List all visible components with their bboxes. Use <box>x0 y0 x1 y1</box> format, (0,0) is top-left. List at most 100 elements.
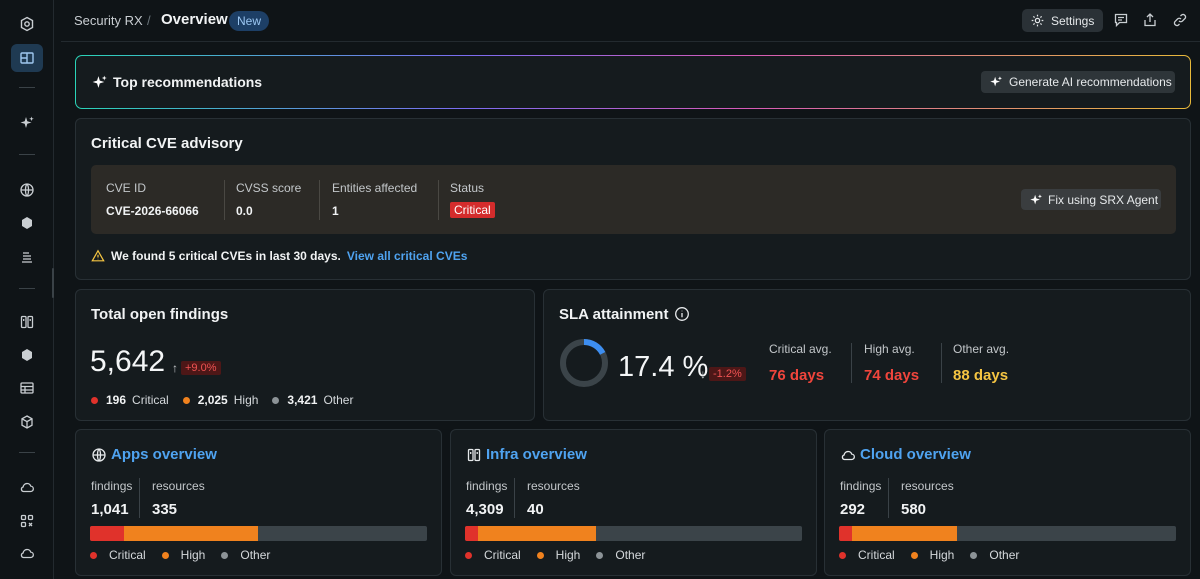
cvss-label: CVSS score <box>236 181 302 195</box>
cloud-severity-bar <box>839 526 1176 541</box>
other-label: Other <box>323 393 354 407</box>
sla-title: SLA attainment <box>559 306 669 323</box>
infra-resources-value: 40 <box>527 501 544 518</box>
view-critical-cves-link[interactable]: View all critical CVEs <box>346 249 468 263</box>
table-icon[interactable] <box>11 374 43 402</box>
share-icon[interactable] <box>1142 12 1160 30</box>
apps-legend: Critical High Other <box>90 548 286 562</box>
cloud-findings-value: 292 <box>840 501 866 518</box>
sla-attainment-card: SLA attainment 17.4 % ↓ -1.2% Critical a… <box>543 289 1191 421</box>
warning-icon <box>91 249 105 262</box>
apps-severity-bar <box>90 526 427 541</box>
high-segment <box>852 526 957 541</box>
entities-value: 1 <box>332 204 339 218</box>
apps-overview-label: Apps overview <box>111 446 217 463</box>
resources-label: resources <box>901 479 954 493</box>
top-recommendations-card: Top recommendations Generate AI recommen… <box>75 55 1191 109</box>
box-icon[interactable] <box>11 408 43 436</box>
cve-warning: We found 5 critical CVEs in last 30 days… <box>91 249 467 263</box>
cloud-resources-value: 580 <box>901 501 927 518</box>
warning-message: We found 5 critical CVEs in last 30 days… <box>111 249 341 263</box>
critical-segment <box>90 526 124 541</box>
fix-label: Fix using SRX Agent <box>1048 192 1159 207</box>
sla-donut <box>560 339 608 387</box>
findings-title: Total open findings <box>91 306 229 323</box>
server-icon <box>467 448 481 461</box>
breadcrumb-app[interactable]: Security RX <box>74 13 143 28</box>
rail-scrollbar[interactable] <box>52 268 54 298</box>
high-avg-label: High avg. <box>864 342 915 356</box>
breadcrumb-separator: / <box>147 13 151 28</box>
page-title: Overview <box>161 11 228 28</box>
legend-critical-label: Critical <box>858 548 895 562</box>
cloud-legend: Critical High Other <box>839 548 1035 562</box>
cvss-value: 0.0 <box>236 204 253 218</box>
legend-critical: Critical <box>839 548 895 562</box>
critical-label: Critical <box>132 393 169 407</box>
apps-overview-card: Apps overview findings 1,041 resources 335… <box>75 429 442 576</box>
legend-other: Other <box>596 548 645 562</box>
other-count: 3,421 <box>287 393 318 407</box>
dashboard-icon[interactable] <box>11 44 43 72</box>
server-icon[interactable] <box>11 308 43 336</box>
legend-high-label: High <box>180 548 206 562</box>
legend-other: Other <box>970 548 1019 562</box>
legend-other: Other <box>221 548 270 562</box>
link-icon[interactable] <box>1172 12 1190 30</box>
other-avg-value: 88 days <box>953 367 1009 384</box>
critical-segment <box>465 526 479 541</box>
globe-icon <box>92 447 106 462</box>
infra-overview-title[interactable]: Infra overview <box>466 446 587 463</box>
sparkle-icon <box>1030 193 1042 204</box>
generate-ai-recommendations-button[interactable]: Generate AI recommendations <box>981 71 1175 93</box>
apps-overview-title[interactable]: Apps overview <box>91 446 217 463</box>
fix-using-agent-button[interactable]: Fix using SRX Agent <box>1021 189 1161 210</box>
generate-label: Generate AI recommendations <box>1009 75 1172 89</box>
globe-icon[interactable] <box>11 176 43 204</box>
left-rail <box>0 0 54 579</box>
cve-id-label: CVE ID <box>106 181 147 195</box>
list-icon[interactable] <box>11 243 43 271</box>
cloud-alt-icon[interactable] <box>11 539 43 567</box>
sparkle-icon <box>990 76 1002 87</box>
hexagon-icon[interactable] <box>11 341 43 369</box>
apps-grid-icon[interactable] <box>11 507 43 535</box>
comment-icon[interactable] <box>1113 12 1131 30</box>
legend-critical: Critical <box>465 548 521 562</box>
findings-label: findings <box>91 479 133 493</box>
cloud-overview-label: Cloud overview <box>860 446 971 463</box>
resources-label: resources <box>152 479 205 493</box>
high-avg-value: 74 days <box>864 367 920 384</box>
cve-details: CVE ID CVE-2026-66066 CVSS score 0.0 Ent… <box>91 165 1176 234</box>
cloud-overview-title[interactable]: Cloud overview <box>840 446 971 463</box>
findings-delta-badge: +9.0% <box>181 361 221 375</box>
cloud-icon[interactable] <box>11 473 43 501</box>
info-icon[interactable] <box>674 306 690 325</box>
legend-critical: Critical <box>90 548 146 562</box>
findings-label: findings <box>466 479 508 493</box>
new-badge: New <box>229 11 270 31</box>
sparkle-icon <box>91 74 108 91</box>
settings-button[interactable]: Settings <box>1022 9 1103 32</box>
sla-percent: 17.4 % <box>618 351 709 383</box>
resources-label: resources <box>527 479 580 493</box>
critical-cve-card: Critical CVE advisory CVE ID CVE-2026-66… <box>75 118 1191 280</box>
critical-count: 196 <box>106 393 127 407</box>
cube-icon[interactable] <box>11 209 43 237</box>
findings-critical: 196 Critical <box>91 393 169 407</box>
critical-avg-value: 76 days <box>769 367 825 384</box>
shield-logo-icon[interactable] <box>11 10 43 38</box>
high-count: 2,025 <box>197 393 228 407</box>
apps-resources-value: 335 <box>152 501 178 518</box>
sparkle-icon[interactable] <box>11 109 43 137</box>
status-column: Status Critical <box>450 181 495 218</box>
recommendations-title: Top recommendations <box>113 74 263 90</box>
entities-column: Entities affected 1 <box>332 181 417 218</box>
apps-findings-value: 1,041 <box>91 501 129 518</box>
high-label: High <box>233 393 259 407</box>
cve-title: Critical CVE advisory <box>91 135 243 152</box>
sla-delta: ↓ -1.2% <box>700 367 746 381</box>
cloud-icon <box>841 450 855 460</box>
arrow-up-icon: ↑ <box>172 361 178 375</box>
legend-critical-label: Critical <box>109 548 146 562</box>
